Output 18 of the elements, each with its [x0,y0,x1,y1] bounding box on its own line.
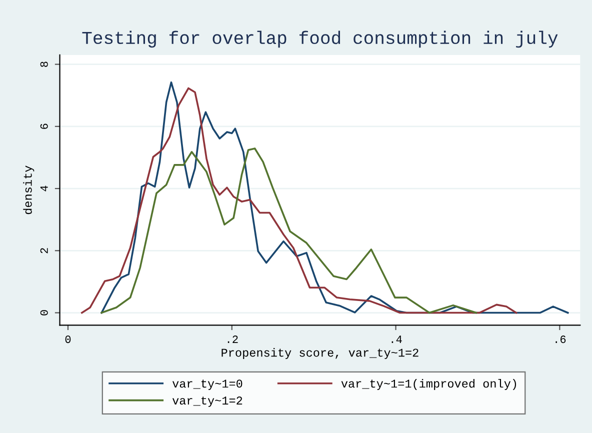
x-tick-label: 0 [65,336,71,344]
chart-title: Testing for overlap food consumption in july [82,30,558,48]
legend-label: var_ty~1=2 [172,396,242,407]
line-series [81,87,518,314]
legend-label: var_ty~1=1(improved only) [341,378,516,390]
y-tick-label: 0 [40,310,48,316]
x-tick-label: .6 [556,336,566,344]
x-tick-label: .2 [228,336,238,343]
y-tick-label: 2 [40,248,48,254]
legend-label: var_ty~1=0 [172,380,242,390]
y-tick-label: 6 [40,124,48,129]
line-series [100,81,569,314]
x-tick-label: .4 [392,336,402,343]
y-tick-label: 4 [40,186,48,192]
y-axis-title: density [23,166,34,214]
y-tick-label: 8 [40,62,48,67]
x-axis-title: Propensity score, var_ty~1=2 [222,348,418,360]
line-series [100,148,477,314]
